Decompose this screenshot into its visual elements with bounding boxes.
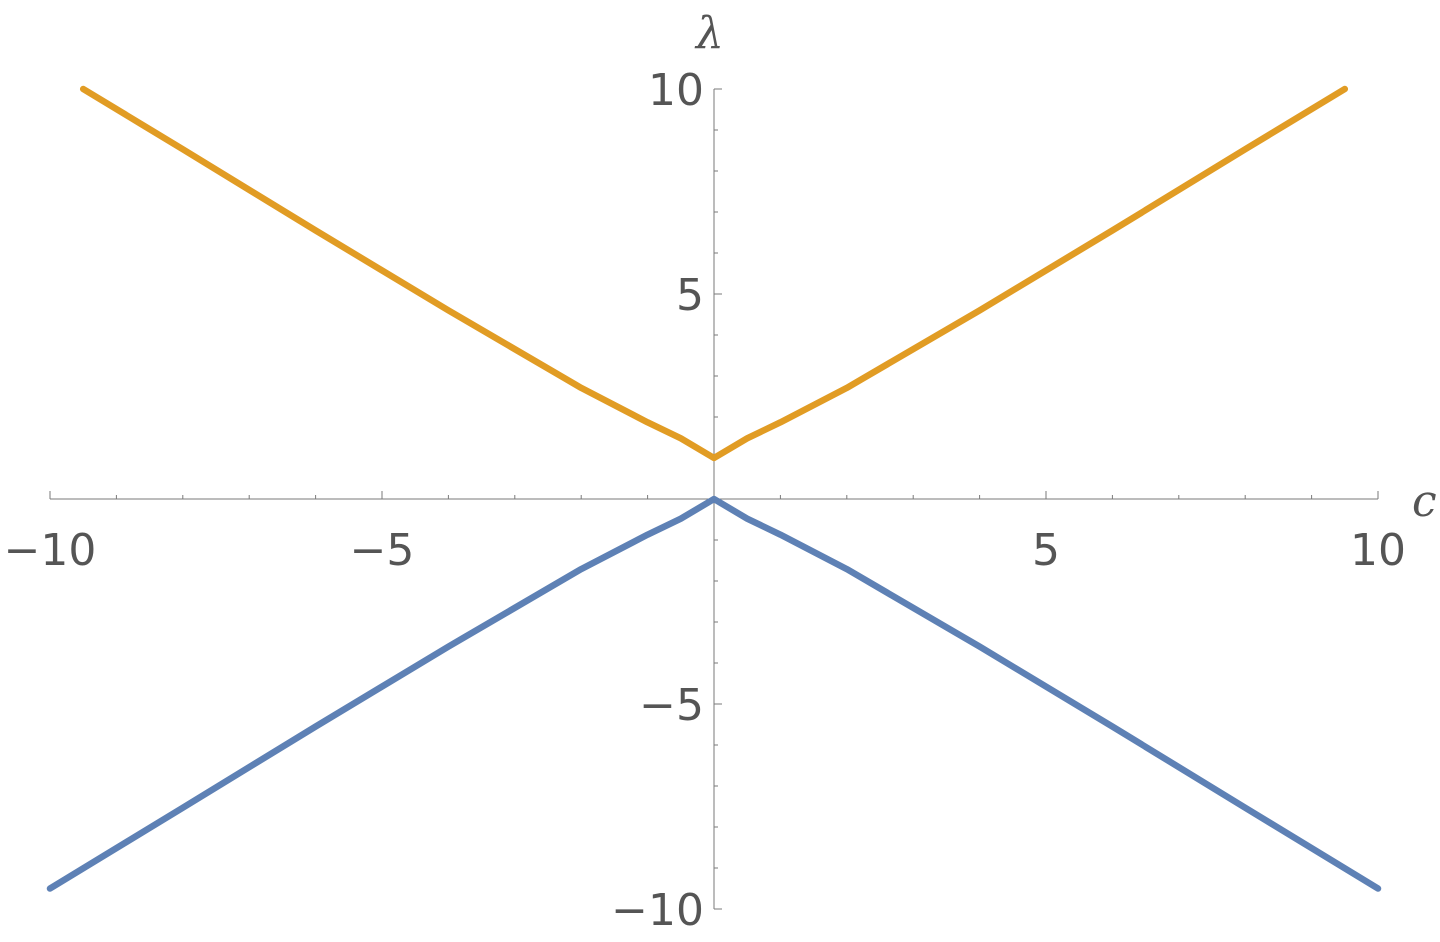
x-tick-label: −10 [4, 525, 97, 576]
tick-labels: −10 −5 5 10 10 5 −5 −10 [4, 65, 1406, 936]
y-tick-label: 5 [676, 270, 704, 321]
x-axis-label: c [1412, 476, 1437, 527]
y-tick-label: 10 [648, 65, 704, 116]
x-tick-label: 5 [1032, 525, 1060, 576]
major-ticks [49, 88, 1379, 910]
series-group [46, 85, 1382, 892]
y-tick-label: −10 [611, 885, 704, 936]
x-tick-label: −5 [350, 525, 415, 576]
series-line-2 [46, 495, 1382, 892]
y-tick-label: −5 [639, 680, 704, 731]
series-line-1 [79, 85, 1349, 462]
y-axis-label: λ [694, 8, 724, 59]
x-tick-label: 10 [1350, 525, 1406, 576]
